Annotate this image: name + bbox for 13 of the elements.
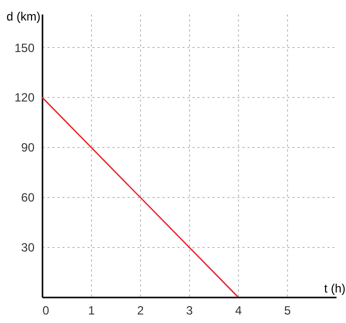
- x-tick-label: 3: [186, 304, 194, 318]
- x-tick-label: 2: [137, 304, 144, 318]
- y-axis-title: d (km): [6, 10, 40, 24]
- x-tick-label: 1: [88, 304, 96, 318]
- x-tick-label: 4: [235, 304, 242, 318]
- y-tick-label: 60: [21, 190, 35, 205]
- y-tick-label: 120: [14, 90, 35, 105]
- x-tick-label: 0: [42, 304, 50, 318]
- x-axis-title: t (h): [324, 282, 346, 296]
- y-tick-label: 30: [21, 240, 35, 255]
- y-tick-label: 90: [21, 140, 35, 155]
- y-tick-label: 150: [14, 40, 35, 55]
- x-tick-label: 5: [284, 304, 292, 318]
